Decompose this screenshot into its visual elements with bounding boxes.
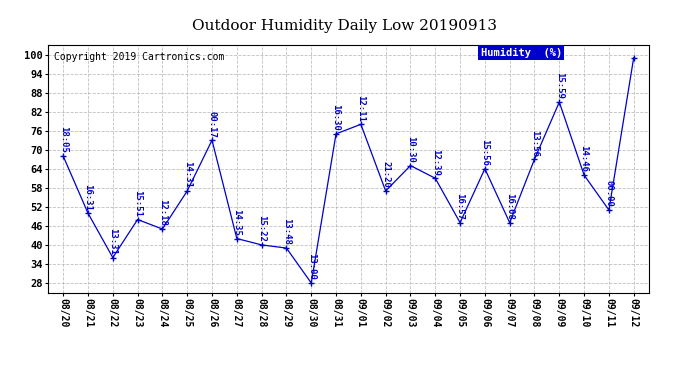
Text: 13:00: 13:00	[307, 254, 316, 280]
Text: 13:31: 13:31	[108, 228, 117, 255]
Text: 15:51: 15:51	[133, 190, 142, 217]
Text: 12:18: 12:18	[158, 200, 167, 226]
Text: 16:30: 16:30	[332, 104, 341, 131]
Text: 16:31: 16:31	[83, 183, 92, 210]
Text: 16:57: 16:57	[455, 193, 464, 220]
Text: 00:00: 00:00	[604, 180, 613, 207]
Text: Outdoor Humidity Daily Low 20190913: Outdoor Humidity Daily Low 20190913	[193, 19, 497, 33]
Text: 16:08: 16:08	[505, 193, 514, 220]
Text: 14:31: 14:31	[183, 161, 192, 188]
Text: Copyright 2019 Cartronics.com: Copyright 2019 Cartronics.com	[55, 53, 225, 62]
Text: 13:48: 13:48	[282, 218, 291, 245]
Text: 12:39: 12:39	[431, 148, 440, 176]
Text: 10:30: 10:30	[406, 136, 415, 163]
Text: 13:56: 13:56	[530, 130, 539, 156]
Text: 12:11: 12:11	[356, 94, 365, 122]
Text: 00:17: 00:17	[208, 111, 217, 137]
Text: 15:56: 15:56	[480, 139, 489, 166]
Text: 15:59: 15:59	[555, 72, 564, 99]
Text: 14:35: 14:35	[233, 209, 241, 236]
Text: 14:46: 14:46	[580, 146, 589, 172]
Text: Humidity  (%): Humidity (%)	[480, 48, 562, 57]
Text: 21:20: 21:20	[381, 161, 390, 188]
Text: 15:22: 15:22	[257, 215, 266, 242]
Text: 18:05: 18:05	[59, 126, 68, 153]
